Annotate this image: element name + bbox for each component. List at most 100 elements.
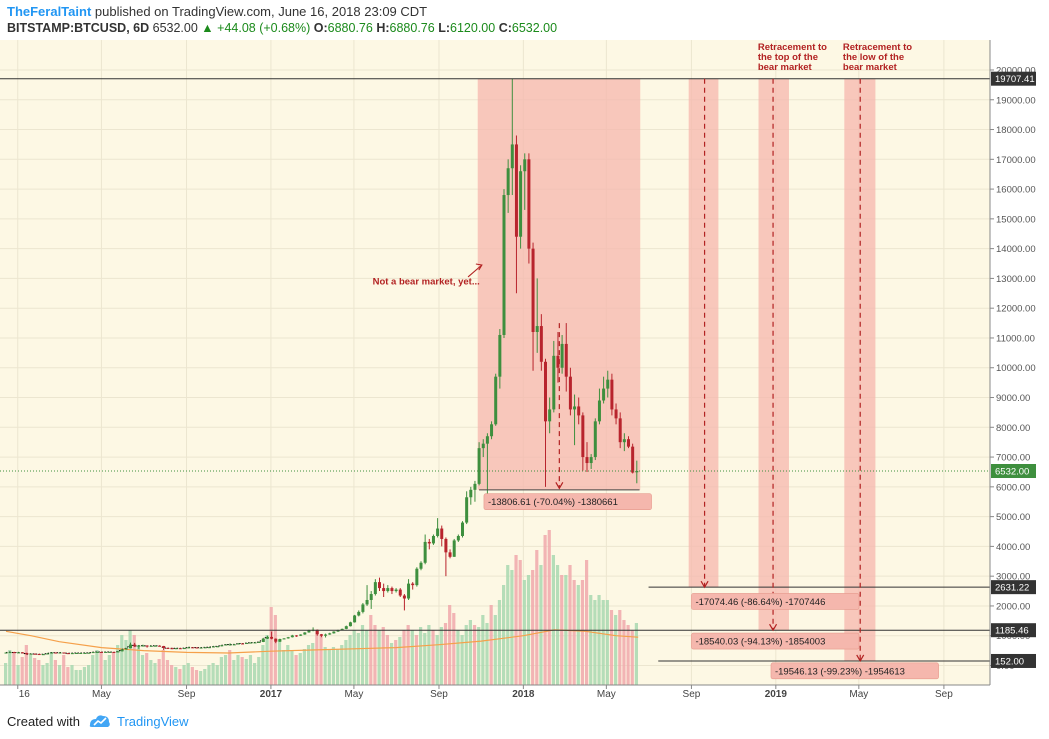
horizontal-lines — [0, 78, 990, 662]
candle-body — [456, 535, 460, 541]
measure-label: -19546.13 (-99.23%) -1954613 — [775, 666, 905, 677]
volume-bar — [194, 670, 199, 685]
volume-bar — [116, 645, 120, 685]
volume-bar — [360, 625, 365, 685]
candle-body — [228, 644, 232, 646]
volume-bar — [157, 659, 161, 685]
volume-bar — [414, 635, 419, 685]
price-chart[interactable]: -13806.61 (-70.04%) -1380661 -17074.46 (-… — [0, 40, 1049, 704]
volume-bar — [215, 665, 219, 685]
candle-body — [245, 643, 249, 645]
volume-bar — [91, 655, 95, 685]
volume-bar — [286, 645, 290, 685]
volume-bar — [419, 627, 423, 685]
volume-bar — [452, 613, 456, 685]
close-label: C: — [498, 21, 512, 35]
volume-bar — [493, 615, 497, 685]
volume-bar — [269, 607, 273, 685]
volume-bar — [236, 655, 240, 685]
candle-body — [66, 653, 70, 655]
volume-bar — [543, 535, 547, 685]
volume-bar — [597, 595, 601, 685]
candle-body — [448, 552, 452, 557]
volume-bar — [593, 600, 597, 685]
candle-body — [548, 409, 552, 422]
volume-bar — [626, 625, 630, 685]
candle-body — [423, 541, 427, 563]
retracement-note-line: Retracement to — [758, 42, 827, 53]
bear-market-zone — [758, 78, 789, 631]
volume-bar — [340, 645, 344, 685]
candle-body — [627, 439, 630, 447]
candle-body — [253, 642, 257, 644]
measure-label: -18540.03 (-94.13%) -1854003 — [695, 637, 825, 648]
volume-bar — [472, 625, 477, 685]
candle-body — [83, 652, 87, 654]
open-value: 6880.76 — [327, 21, 373, 35]
candle-body — [33, 653, 37, 655]
candle-body — [133, 644, 137, 647]
candle-body — [112, 651, 116, 653]
callout-arrow-line — [467, 264, 483, 278]
candle-body — [357, 611, 361, 616]
symbol[interactable]: BITSTAMP:BTCUSD, 6D — [7, 21, 150, 35]
candle-body — [378, 582, 381, 589]
candle-body — [290, 635, 294, 638]
volume-bar — [580, 580, 585, 685]
up-arrow-icon: ▲ — [201, 21, 214, 35]
volume-bar — [576, 585, 580, 685]
retracement-note-line: the top of the — [758, 52, 818, 63]
volume-bar — [273, 615, 277, 685]
volume-bar — [199, 671, 203, 685]
candle-body — [232, 644, 236, 646]
volume-bar — [45, 663, 49, 685]
candle-body — [390, 588, 394, 592]
volume-bar — [244, 659, 248, 685]
candle-body — [415, 568, 419, 586]
volume-bar — [356, 633, 360, 685]
candle-body — [427, 541, 431, 544]
volume-bar — [373, 625, 377, 685]
candle-body — [407, 583, 411, 599]
measure-label-bg — [483, 493, 652, 511]
arrow-head-icon — [700, 580, 709, 589]
candle-body — [319, 634, 323, 636]
volume-bar — [111, 652, 116, 685]
retracement-note-line: bear market — [758, 62, 813, 73]
volume-bar — [336, 649, 340, 685]
volume-bar — [502, 585, 506, 685]
candle-body — [108, 651, 112, 653]
volume-bar — [4, 663, 8, 685]
volume-bar — [568, 565, 572, 685]
volume-bar — [190, 667, 194, 685]
y-tick-label: 3000.00 — [996, 572, 1030, 583]
tradingview-link[interactable]: TradingView — [117, 714, 189, 729]
candle-body — [261, 638, 265, 642]
y-tick-label: 14000.00 — [996, 244, 1036, 255]
volume-bar — [572, 580, 576, 685]
candle-body — [315, 629, 319, 635]
volume-bar — [302, 649, 306, 685]
candle-body — [394, 589, 398, 592]
volume-bar — [443, 623, 448, 685]
volume-bar — [203, 669, 207, 685]
candle-body — [382, 588, 386, 592]
candle-body — [544, 361, 547, 422]
publish-info: TheFeralTaint published on TradingView.c… — [7, 4, 427, 19]
volume-bar — [253, 663, 257, 685]
volume-bar — [630, 630, 634, 685]
volume-bar — [240, 657, 244, 685]
volume-bar — [489, 605, 493, 685]
volume-bar — [477, 627, 481, 685]
candle-body — [514, 144, 518, 237]
candle-body — [295, 635, 298, 637]
candle-body — [4, 652, 8, 654]
candle-body — [46, 653, 49, 655]
volume-bar — [601, 600, 605, 685]
candle-body — [614, 409, 618, 419]
volume-bar — [518, 560, 522, 685]
candle-body — [361, 604, 365, 612]
candle-body — [99, 651, 103, 653]
volume-bar — [431, 630, 435, 685]
author-link[interactable]: TheFeralTaint — [7, 4, 92, 19]
